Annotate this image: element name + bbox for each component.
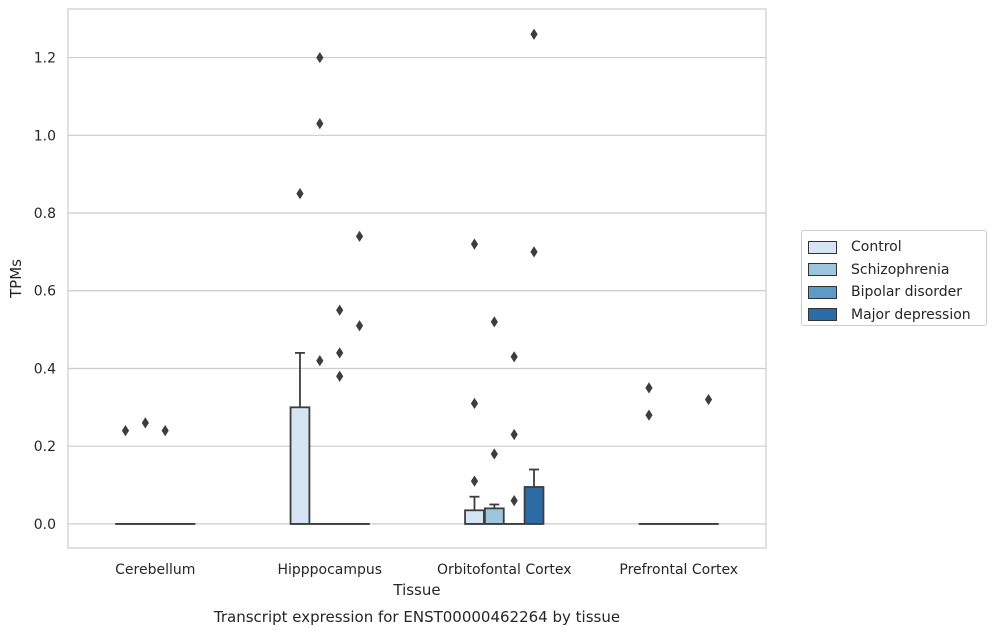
- legend-item: Bipolar disorder: [808, 281, 986, 304]
- legend-swatch: [808, 240, 837, 254]
- box-control: [115, 425, 136, 525]
- legend-label: Bipolar disorder: [851, 284, 963, 301]
- legend-label: Major depression: [851, 306, 971, 323]
- box-bipolar-disorder: [329, 304, 350, 525]
- y-tick-labels: 0.0 0.2 0.4 0.6 0.8 1.0 1.2: [34, 51, 56, 533]
- outlier-point: [704, 393, 713, 406]
- y-tick-label: 0.8: [34, 206, 56, 222]
- y-tick-label: 0.2: [34, 439, 56, 455]
- box-control: [464, 238, 485, 525]
- outlier-point: [530, 28, 538, 40]
- box-major-depression: [523, 28, 545, 525]
- legend-swatch: [808, 285, 837, 299]
- y-tick-label: 0.0: [34, 517, 56, 533]
- x-tick-label: Prefrontal Cortex: [619, 562, 738, 578]
- outlier-point: [121, 425, 130, 437]
- y-tick-label: 0.4: [34, 361, 56, 377]
- chart-title: Transcript expression for ENST0000046226…: [213, 608, 620, 626]
- outlier-point: [141, 417, 149, 429]
- outlier-point: [355, 320, 364, 332]
- outlier-point: [490, 448, 498, 460]
- plot-frame: [67, 8, 767, 549]
- outlier-point: [336, 304, 344, 316]
- x-axis-label: Tissue: [392, 581, 440, 599]
- box-schizophrenia: [135, 417, 156, 525]
- box-control: [638, 382, 660, 525]
- legend: Control Schizophrenia Bipolar disorder Majo…: [801, 230, 987, 326]
- y-tick-label: 0.6: [34, 284, 56, 300]
- y-tick-label: 1.0: [34, 128, 56, 144]
- box-rect: [523, 486, 545, 525]
- outlier-point: [645, 409, 653, 421]
- box-bipolar-disorder: [154, 425, 176, 525]
- x-tick-labels: Cerebellum Hipppocampus Orbitofontal Corte…: [115, 562, 738, 578]
- box-rect: [464, 509, 485, 525]
- box-major-depression: [698, 393, 719, 525]
- outlier-point: [316, 355, 324, 367]
- legend-label: Control: [851, 239, 902, 256]
- outlier-point: [645, 382, 653, 394]
- outlier-point: [490, 316, 498, 328]
- outlier-point: [316, 51, 324, 64]
- box-schizophrenia: [309, 51, 331, 525]
- outlier-point: [470, 475, 479, 487]
- x-tick-label: Hipppocampus: [277, 562, 382, 578]
- x-tick-label: Orbitofontal Cortex: [437, 562, 572, 578]
- legend-swatch: [808, 308, 837, 322]
- outlier-point: [510, 428, 518, 441]
- outlier-point: [336, 370, 344, 382]
- legend-item: Control: [808, 236, 986, 259]
- outlier-point: [470, 238, 479, 250]
- outlier-point: [355, 230, 364, 242]
- legend-item: Schizophrenia: [808, 259, 986, 282]
- outlier-point: [161, 425, 169, 437]
- outlier-point: [316, 118, 324, 130]
- box-control: [289, 187, 311, 525]
- box-series: [115, 28, 719, 525]
- legend-label: Schizophrenia: [851, 261, 950, 278]
- outlier-point: [296, 187, 304, 200]
- grid-lines: [68, 56, 766, 525]
- y-tick-label: 1.2: [34, 51, 56, 67]
- outlier-point: [510, 494, 518, 507]
- y-axis-label: TPMs: [7, 259, 25, 299]
- outlier-point: [530, 246, 538, 258]
- box-bipolar-disorder: [503, 351, 525, 525]
- outlier-point: [336, 347, 344, 359]
- outlier-point: [470, 397, 479, 410]
- box-rect: [484, 507, 505, 525]
- outlier-point: [510, 351, 518, 363]
- box-major-depression: [349, 230, 370, 525]
- legend-swatch: [808, 263, 837, 277]
- box-rect: [289, 406, 311, 525]
- x-tick-label: Cerebellum: [115, 562, 195, 578]
- box-schizophrenia: [484, 316, 505, 525]
- legend-item: Major depression: [808, 304, 986, 327]
